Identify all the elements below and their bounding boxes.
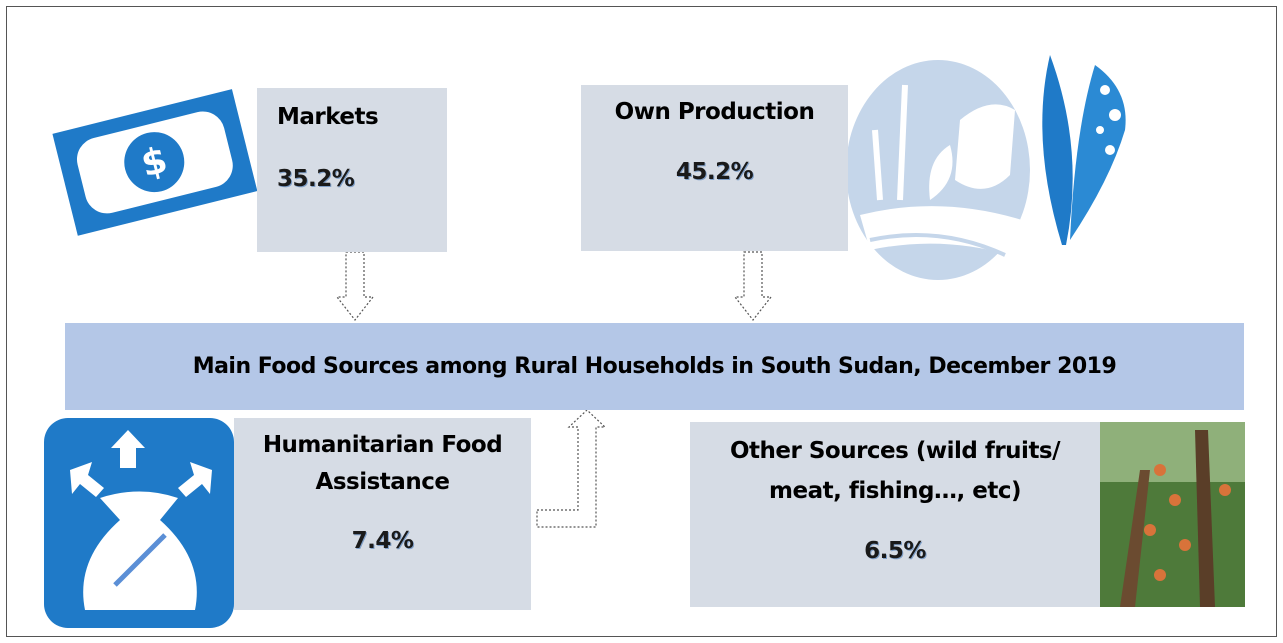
source-box: Own Production 45.2% — [581, 85, 848, 251]
source-label: Humanitarian Food — [262, 432, 503, 458]
source-share: 35.2% — [277, 166, 355, 192]
agriculture-icon — [846, 60, 1030, 280]
leaf-icon — [1042, 55, 1126, 245]
assistance-icon — [44, 418, 234, 628]
source-label: Assistance — [315, 469, 450, 495]
arrow-down — [335, 251, 375, 321]
source-share: 7.4% — [351, 528, 414, 554]
source-share: 6.5% — [864, 538, 926, 564]
source-label: Markets — [277, 104, 379, 130]
money-icon: $ — [52, 89, 258, 236]
frame — [6, 6, 1277, 637]
arrows — [335, 251, 773, 528]
arrow-up — [536, 409, 607, 528]
source-label: meat, fishing…, etc) — [769, 478, 1021, 504]
source-label: Own Production — [614, 99, 815, 125]
source-label: Other Sources (wild fruits/ — [729, 438, 1061, 464]
photo — [1100, 422, 1245, 607]
source-box: Humanitarian Food Assistance 7.4% — [234, 418, 531, 610]
title: Main Food Sources among Rural Households… — [65, 323, 1244, 410]
arrow-down — [733, 251, 773, 321]
source-share: 45.2% — [675, 159, 754, 185]
source-box: Other Sources (wild fruits/ meat, fishin… — [690, 422, 1100, 607]
source-box: Markets 35.2% — [257, 88, 447, 252]
